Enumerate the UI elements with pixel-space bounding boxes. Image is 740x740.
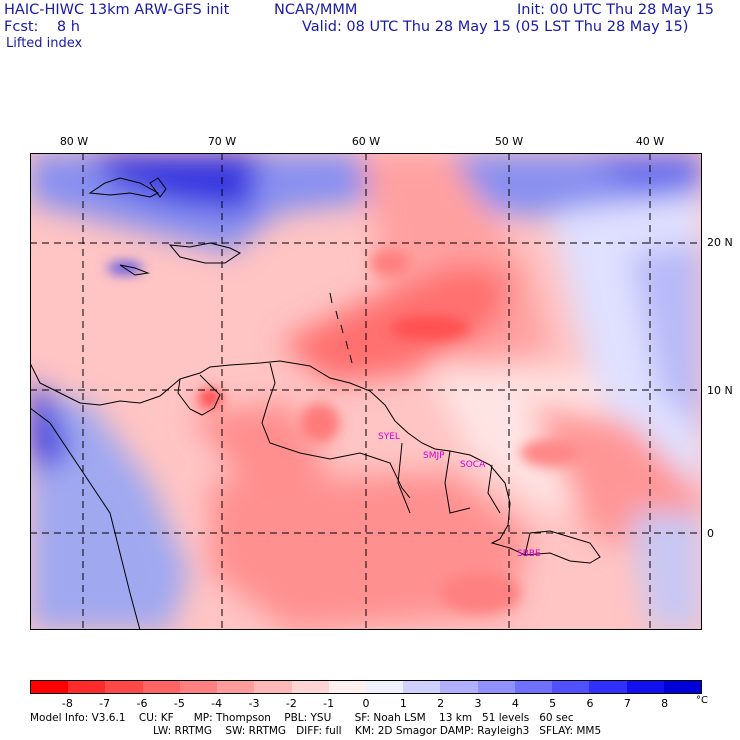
lon-label-40w: 40 W	[635, 135, 665, 148]
colorbar-segment	[477, 681, 515, 693]
latlon-grid	[30, 153, 702, 630]
colorbar-segment	[217, 681, 255, 693]
colorbar-segment	[552, 681, 590, 693]
colorbar-tick-label: -5	[173, 697, 185, 710]
model-title: HAIC-HIWC 13km ARW-GFS init	[4, 2, 230, 18]
lon-label-60w: 60 W	[351, 135, 381, 148]
field-name: Lifted index	[6, 36, 83, 51]
station-label-smjp: SMJP	[423, 451, 445, 461]
colorbar-segment	[365, 681, 404, 693]
colorbar-tick-label: -8	[61, 697, 73, 710]
lat-label-0: 0	[707, 527, 714, 540]
colorbar-segment	[589, 681, 627, 693]
forecast-hour: Fcst: 8 h	[4, 19, 80, 35]
lon-label-70w: 70 W	[207, 135, 237, 148]
lon-label-50w: 50 W	[494, 135, 524, 148]
lifted-index-map	[30, 153, 702, 630]
colorbar-segment	[514, 681, 553, 693]
map-canvas	[30, 153, 702, 630]
colorbar-segment	[291, 681, 329, 693]
colorbar-segment	[440, 681, 478, 693]
colorbar-tick-label: 7	[623, 697, 631, 710]
colorbar-tick-label: 1	[399, 697, 407, 710]
colorbar-tick-label: -2	[285, 697, 297, 710]
coastlines	[30, 177, 601, 630]
station-label-syel: SYEL	[378, 432, 400, 442]
colorbar-segment	[626, 681, 664, 693]
colorbar-tick-label: 8	[661, 697, 669, 710]
colorbar-tick-label: 6	[586, 697, 594, 710]
colorbar-segment	[328, 681, 366, 693]
map-frame	[30, 153, 702, 630]
valid-time: Valid: 08 UTC Thu 28 May 15 (05 LST Thu …	[302, 19, 689, 35]
colorbar-tick-label: 5	[549, 697, 557, 710]
island-chain	[329, 292, 353, 364]
colorbar-tick-label: 0	[362, 697, 370, 710]
colorbar-segment	[31, 681, 69, 693]
colorbar-segment	[663, 681, 701, 693]
init-time: Init: 00 UTC Thu 28 May 15	[517, 2, 715, 18]
colorbar-tick-label: -3	[248, 697, 260, 710]
colorbar-segment	[254, 681, 292, 693]
colorbar-segment	[105, 681, 143, 693]
station-label-soca: SOCA	[460, 460, 486, 470]
colorbar-segment	[68, 681, 106, 693]
colorbar-segment	[403, 681, 441, 693]
colorbar-tick-label: -4	[211, 697, 223, 710]
colorbar-tick-label: -7	[99, 697, 111, 710]
colorbar-segment	[179, 681, 218, 693]
lat-label-10n: 10 N	[707, 384, 733, 397]
colorbar-tick-label: 3	[474, 697, 482, 710]
colorbar-unit: °C	[696, 695, 708, 706]
lat-label-20n: 20 N	[707, 236, 733, 249]
model-info-line1: Model Info: V3.6.1 CU: KF MP: Thompson P…	[30, 712, 574, 724]
colorbar	[30, 680, 702, 694]
colorbar-tick-label: -6	[136, 697, 148, 710]
colorbar-tick-label: 2	[437, 697, 445, 710]
colorbar-tick-label: -1	[323, 697, 335, 710]
station-label-sbbe: SBBE	[517, 549, 541, 559]
model-info-line2: LW: RRTMG SW: RRTMG DIFF: full KM: 2D Sm…	[153, 725, 602, 737]
colorbar-tick-label: 4	[511, 697, 519, 710]
org-label: NCAR/MMM	[274, 2, 358, 18]
lon-label-80w: 80 W	[59, 135, 89, 148]
colorbar-segment	[142, 681, 180, 693]
